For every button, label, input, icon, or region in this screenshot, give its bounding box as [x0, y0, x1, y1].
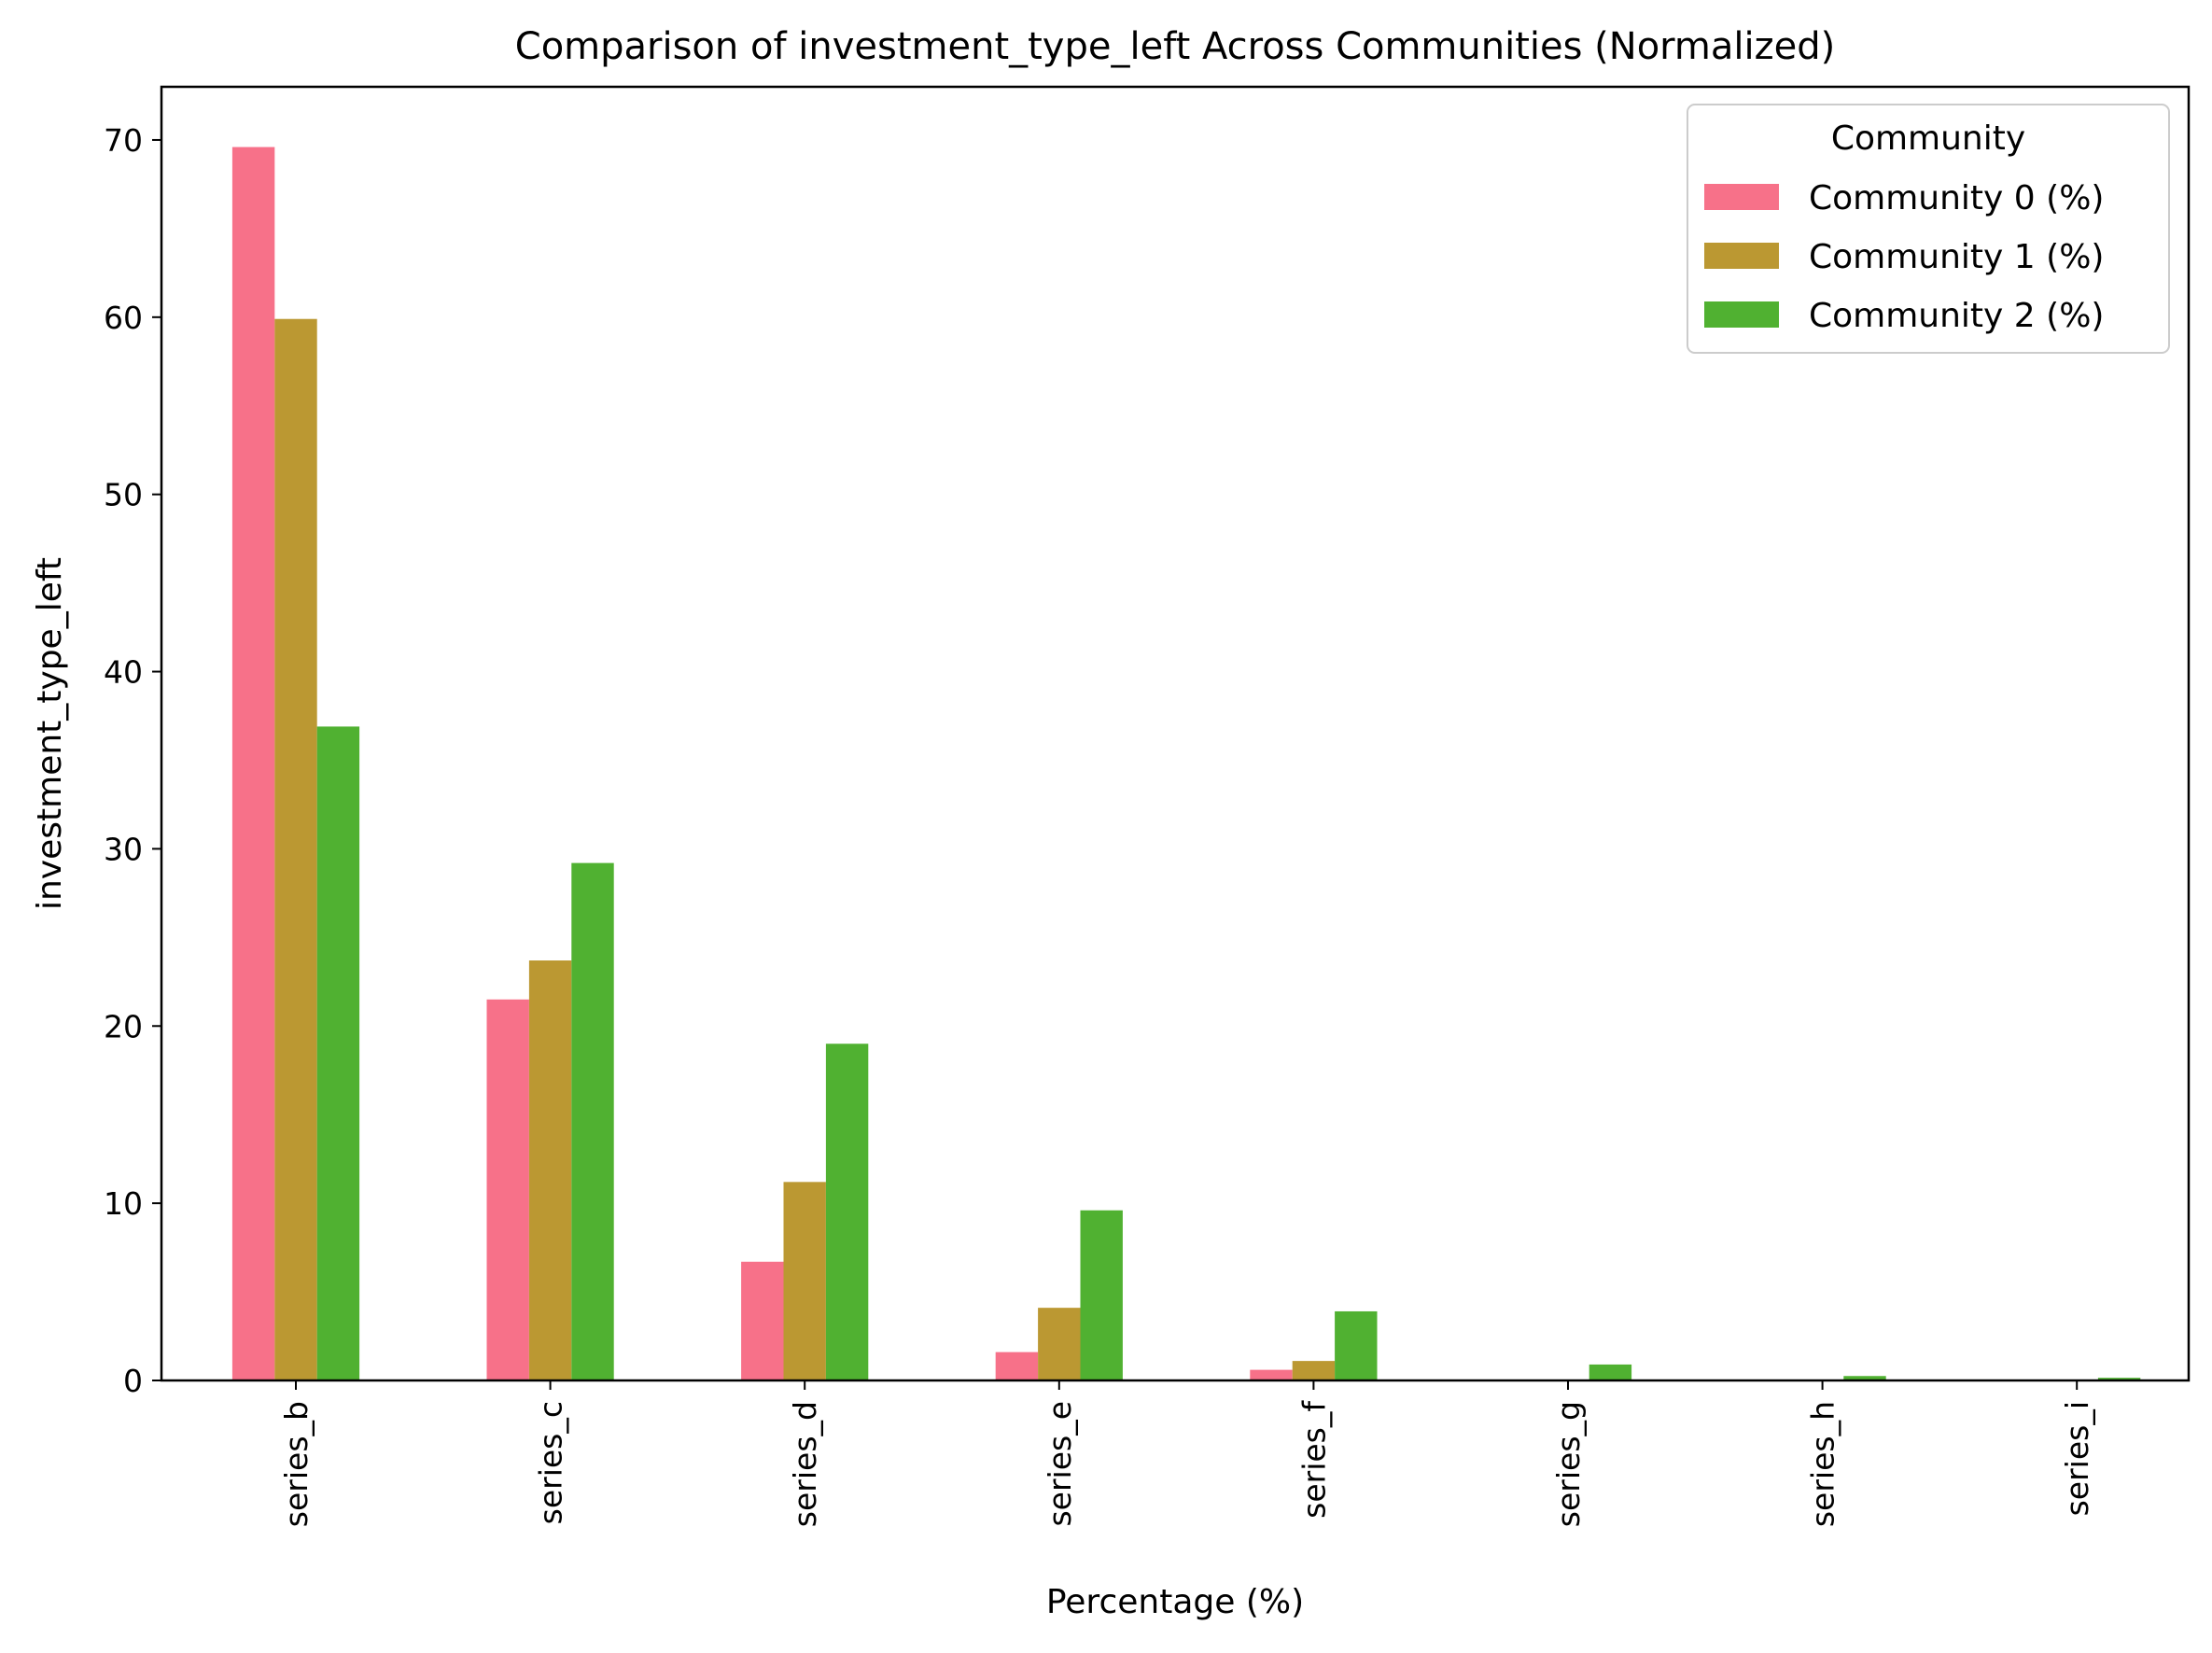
y-tick-label: 0	[123, 1363, 143, 1399]
x-tick-label: series_i	[2059, 1401, 2095, 1516]
y-tick-label: 50	[104, 477, 143, 513]
bar-series_f-series-1	[1292, 1361, 1336, 1380]
bar-series_d-series-0	[741, 1261, 784, 1380]
y-tick-label: 30	[104, 831, 143, 867]
legend-swatch-2	[1704, 301, 1779, 328]
bar-series_e-series-0	[995, 1352, 1039, 1380]
y-tick-label: 20	[104, 1008, 143, 1044]
y-tick-label: 70	[104, 122, 143, 159]
bar-series_d-series-2	[825, 1044, 869, 1380]
x-tick-label: series_f	[1295, 1400, 1332, 1519]
bar-series_c-series-1	[528, 960, 572, 1380]
y-axis-label: investment_type_left	[31, 557, 69, 910]
bar-series_c-series-2	[571, 862, 614, 1380]
bar-series_f-series-2	[1335, 1310, 1378, 1380]
bar-series_e-series-1	[1038, 1308, 1081, 1380]
y-tick-label: 40	[104, 654, 143, 691]
bar-series_h-series-2	[1843, 1376, 1886, 1380]
y-tick-label: 60	[104, 300, 143, 336]
legend: Community Community 0 (%) Community 1 (%)…	[1687, 104, 2170, 354]
bar-series_e-series-2	[1080, 1210, 1123, 1380]
ticks-layer: series_b series_c series_d series_e series_f…	[104, 122, 2095, 1527]
bar-series_c-series-0	[486, 999, 529, 1380]
legend-label-1: Community 1 (%)	[1809, 238, 2104, 276]
bar-series_f-series-0	[1250, 1369, 1293, 1380]
bar-series_b-series-1	[274, 318, 317, 1381]
y-tick-label: 10	[104, 1185, 143, 1222]
bar-series_b-series-2	[316, 726, 360, 1380]
legend-label-2: Community 2 (%)	[1809, 297, 2104, 335]
chart-title: Comparison of investment_type_left Acros…	[515, 25, 1835, 68]
x-tick-label: series_g	[1550, 1401, 1587, 1527]
bar-series_d-series-1	[783, 1182, 826, 1380]
x-tick-label: series_b	[278, 1401, 315, 1527]
legend-title: Community	[1831, 119, 2025, 158]
bars-layer	[231, 147, 2141, 1381]
x-axis-label: Percentage (%)	[1046, 1583, 1304, 1621]
x-tick-label: series_h	[1805, 1401, 1841, 1527]
bar-series_b-series-0	[231, 147, 275, 1380]
x-tick-label: series_c	[533, 1401, 569, 1524]
bar-series_i-series-2	[2097, 1378, 2141, 1380]
legend-swatch-1	[1704, 243, 1779, 269]
plot-frame	[160, 85, 2191, 1382]
legend-entries: Community 0 (%) Community 1 (%) Community …	[1704, 179, 2104, 335]
legend-swatch-0	[1704, 184, 1779, 210]
bar-series_g-series-2	[1589, 1364, 1632, 1380]
legend-label-0: Community 0 (%)	[1809, 179, 2104, 217]
x-tick-label: series_d	[787, 1401, 823, 1527]
legend-box	[1687, 104, 2170, 354]
x-tick-label: series_e	[1042, 1401, 1078, 1527]
